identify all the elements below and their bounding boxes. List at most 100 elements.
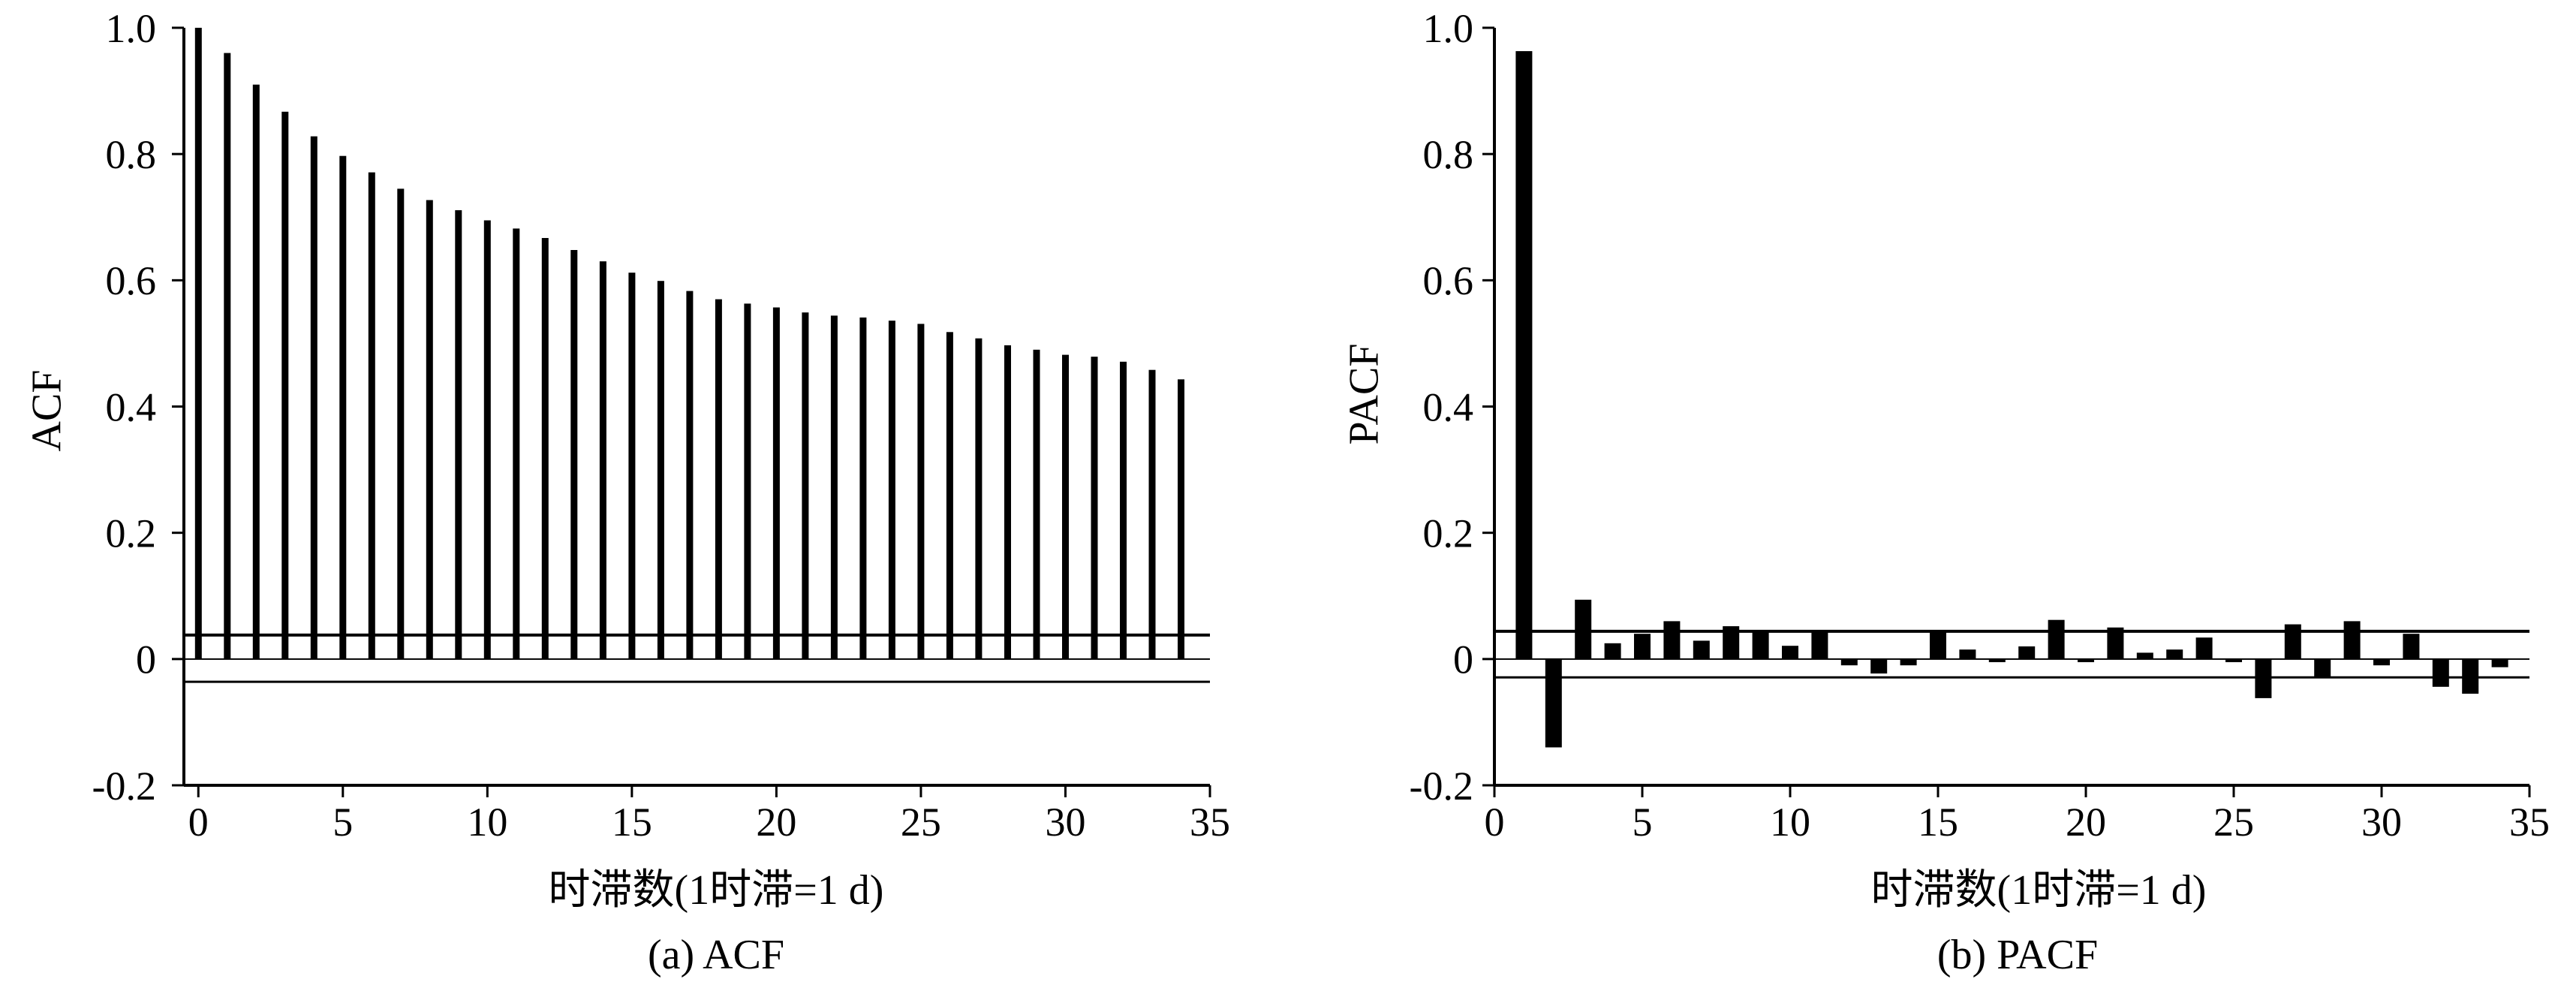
pacf-chart: PACF 时滞数(1时滞=1 d) (b) PACF -0.2 0 0.2 0.4 0.… (1341, 6, 2550, 978)
pacf-x-tick-label: 30 (2361, 800, 2402, 845)
pacf-bar-lag-24 (2195, 637, 2213, 659)
acf-bar-lag-30 (1062, 354, 1069, 659)
pacf-bar-lag-17 (1988, 658, 2006, 662)
acf-x-tick-label: 25 (901, 800, 941, 845)
pacf-bar-lag-10 (1782, 646, 1798, 659)
acf-bar-lag-19 (744, 303, 751, 659)
acf-y-tick-label: 0.2 (106, 511, 157, 556)
acf-y-axis-label: ACF (24, 370, 71, 452)
acf-x-tick-label: 0 (188, 800, 209, 845)
acf-bar-lag-18 (715, 299, 722, 659)
acf-bar-lag-31 (1091, 357, 1098, 659)
acf-bar-lag-13 (570, 250, 578, 659)
acf-x-tick-label: 15 (612, 800, 652, 845)
acf-bar-lag-10 (483, 220, 491, 659)
acf-bar-lag-4 (310, 136, 317, 659)
pacf-x-tick-label: 10 (1770, 800, 1810, 845)
pacf-bar-lag-15 (1930, 632, 1946, 659)
pacf-bar-lag-30 (2373, 658, 2390, 666)
acf-x-tick-label: 10 (467, 800, 507, 845)
pacf-bar-lag-9 (1752, 632, 1769, 659)
pacf-bar-lag-27 (2284, 624, 2301, 659)
pacf-x-tick-label: 20 (2066, 800, 2106, 845)
pacf-x-tick-label: 35 (2509, 800, 2550, 845)
acf-bar-lag-22 (830, 315, 838, 659)
acf-bar-lag-21 (802, 312, 809, 659)
acf-chart: ACF 时滞数(1时滞=1 d) (a) ACF -0.2 0 0.2 0.4 0.6 0… (24, 6, 1230, 978)
acf-bar-lag-12 (541, 238, 549, 659)
pacf-bar-lag-7 (1693, 640, 1710, 659)
acf-bar-lag-33 (1148, 369, 1156, 659)
pacf-caption: (b) PACF (1937, 932, 2098, 978)
pacf-bar-lag-6 (1663, 621, 1681, 659)
acf-bar-lag-29 (1033, 349, 1040, 659)
acf-bar-lag-23 (859, 317, 867, 659)
pacf-bar-lag-8 (1723, 626, 1740, 659)
pacf-y-tick-label: 1.0 (1423, 6, 1474, 51)
pacf-y-tick-label: -0.2 (1410, 764, 1473, 809)
pacf-bar-lag-2 (1545, 658, 1562, 748)
acf-y-tick-label: 0.8 (106, 132, 157, 177)
acf-bar-lag-25 (917, 324, 925, 659)
acf-y-tick-label: 0.4 (106, 384, 157, 429)
acf-bar-lag-32 (1120, 361, 1127, 659)
acf-x-axis-label: 时滞数(1时滞=1 d) (549, 867, 884, 914)
acf-bar-lag-9 (455, 210, 462, 659)
pacf-bar-lag-21 (2107, 627, 2124, 659)
acf-bar-lag-14 (599, 261, 606, 659)
pacf-bar-lag-5 (1634, 634, 1651, 659)
pacf-bar-lag-12 (1840, 658, 1858, 666)
acf-bar-lag-17 (686, 291, 694, 659)
pacf-bar-lag-32 (2432, 658, 2449, 687)
acf-bar-lag-3 (281, 111, 289, 659)
pacf-bar-lag-25 (2225, 658, 2242, 662)
pacf-bar-lag-29 (2343, 621, 2361, 659)
pacf-bar-lag-18 (2018, 646, 2036, 659)
pacf-y-tick-label: 0.6 (1423, 258, 1474, 303)
pacf-y-tick-label: 0 (1453, 637, 1473, 682)
pacf-bar-lag-4 (1604, 643, 1621, 659)
acf-y-tick-label: 1.0 (106, 6, 157, 51)
pacf-x-axis-label: 时滞数(1时滞=1 d) (1871, 867, 2207, 914)
pacf-x-tick-label: 5 (1633, 800, 1653, 845)
acf-bar-lag-20 (772, 307, 780, 659)
acf-x-tick-label: 35 (1190, 800, 1230, 845)
pacf-bar-lag-23 (2166, 649, 2183, 659)
pacf-bar-lag-11 (1811, 631, 1828, 659)
acf-bar-lag-1 (224, 53, 231, 659)
acf-x-tick-label: 20 (756, 800, 796, 845)
acf-bar-lag-7 (397, 188, 405, 659)
acf-bar-lag-11 (513, 228, 520, 659)
pacf-y-tick-label: 0.4 (1423, 384, 1474, 429)
acf-bar-lag-28 (1004, 345, 1011, 659)
acf-caption: (a) ACF (648, 932, 784, 978)
pacf-bar-lag-19 (2048, 619, 2065, 659)
pacf-bar-lag-20 (2078, 658, 2094, 662)
pacf-bar-lag-13 (1870, 658, 1888, 674)
pacf-bar-lag-3 (1575, 599, 1592, 659)
pacf-y-axis-label: PACF (1341, 344, 1388, 445)
pacf-bar-lag-26 (2255, 658, 2272, 698)
acf-bar-lag-34 (1178, 379, 1184, 659)
pacf-bar-lag-28 (2314, 658, 2331, 678)
acf-bar-lag-27 (975, 338, 983, 659)
pacf-bar-lag-1 (1515, 51, 1533, 659)
pacf-bar-lag-31 (2403, 634, 2420, 659)
acf-bar-lag-16 (657, 281, 664, 659)
acf-bar-lag-0 (194, 28, 202, 659)
pacf-bar-lag-34 (2491, 658, 2508, 667)
acf-bar-lag-15 (628, 273, 636, 659)
pacf-x-tick-label: 25 (2213, 800, 2254, 845)
acf-y-tick-label: 0 (136, 637, 156, 682)
acf-bar-lag-8 (426, 200, 433, 659)
acf-bar-lag-6 (368, 172, 375, 659)
acf-y-tick-label: -0.2 (92, 764, 156, 809)
pacf-bar-lag-16 (1959, 649, 1976, 659)
pacf-y-tick-label: 0.8 (1423, 132, 1474, 177)
pacf-bar-lag-22 (2136, 652, 2153, 659)
acf-bar-lag-2 (252, 84, 260, 659)
acf-x-tick-label: 30 (1045, 800, 1085, 845)
acf-y-tick-label: 0.6 (106, 258, 157, 303)
